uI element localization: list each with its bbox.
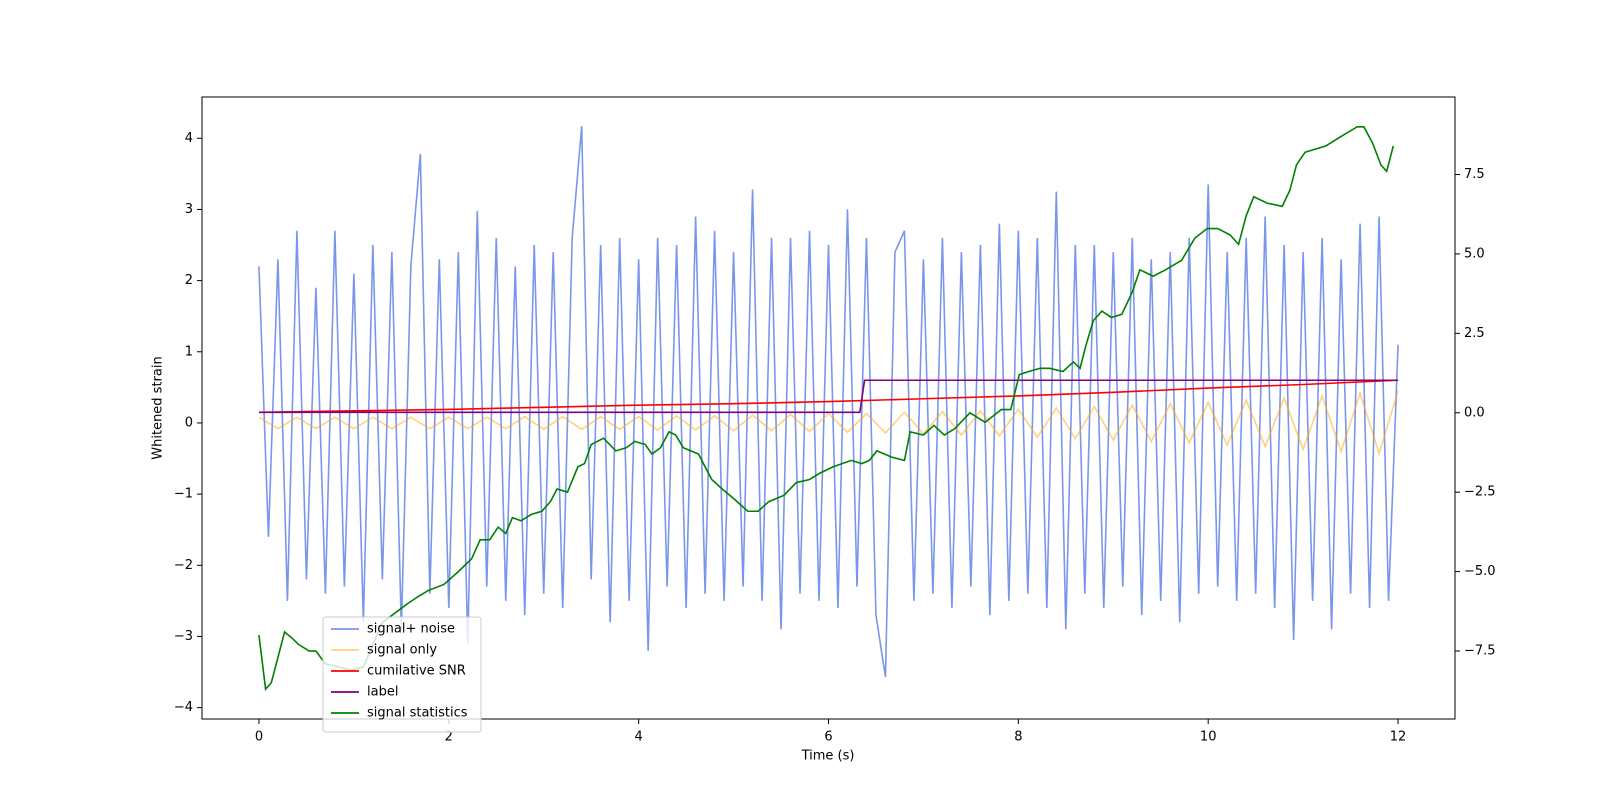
x-tick-label: 6 xyxy=(824,730,832,745)
legend-label: signal statistics xyxy=(367,706,468,721)
y-tick-label: −3 xyxy=(174,629,193,644)
y-tick-label: 3 xyxy=(185,202,193,217)
plot-area xyxy=(258,126,1399,691)
series-line xyxy=(258,379,1399,414)
x-axis-label: Time (s) xyxy=(801,749,855,764)
series-line xyxy=(258,390,1399,457)
legend-label: label xyxy=(367,685,398,700)
x-tick-label: 2 xyxy=(445,730,453,745)
series-line xyxy=(258,126,1395,691)
y-tick-label: −4 xyxy=(174,700,193,715)
y-axis-label: Whitened strain xyxy=(151,356,166,459)
y2-tick-label: −2.5 xyxy=(1464,485,1496,500)
y-tick-label: 4 xyxy=(185,131,193,146)
y-tick-label: −1 xyxy=(174,487,193,502)
y-tick-label: 0 xyxy=(185,415,193,430)
series-line xyxy=(258,379,1399,414)
x-tick-label: 12 xyxy=(1390,730,1407,745)
legend-box xyxy=(322,616,482,733)
x-tick-label: 4 xyxy=(635,730,643,745)
y2-tick-label: −7.5 xyxy=(1464,644,1496,659)
y-tick-label: 1 xyxy=(185,344,193,359)
y-tick-label: 2 xyxy=(185,273,193,288)
y2-tick-label: −5.0 xyxy=(1464,564,1496,579)
y-tick-label: −2 xyxy=(174,558,193,573)
y2-tick-label: 0.0 xyxy=(1464,405,1485,420)
y2-tick-label: 2.5 xyxy=(1464,326,1485,341)
x-tick-label: 10 xyxy=(1200,730,1217,745)
legend-label: signal+ noise xyxy=(367,622,455,637)
x-tick-label: 0 xyxy=(255,730,263,745)
legend-label: signal only xyxy=(367,643,437,658)
y2-tick-label: 5.0 xyxy=(1464,246,1485,261)
y2-tick-label: 7.5 xyxy=(1464,167,1485,182)
series-line xyxy=(258,126,1399,678)
legend-label: cumilative SNR xyxy=(367,664,466,679)
x-tick-label: 8 xyxy=(1014,730,1022,745)
